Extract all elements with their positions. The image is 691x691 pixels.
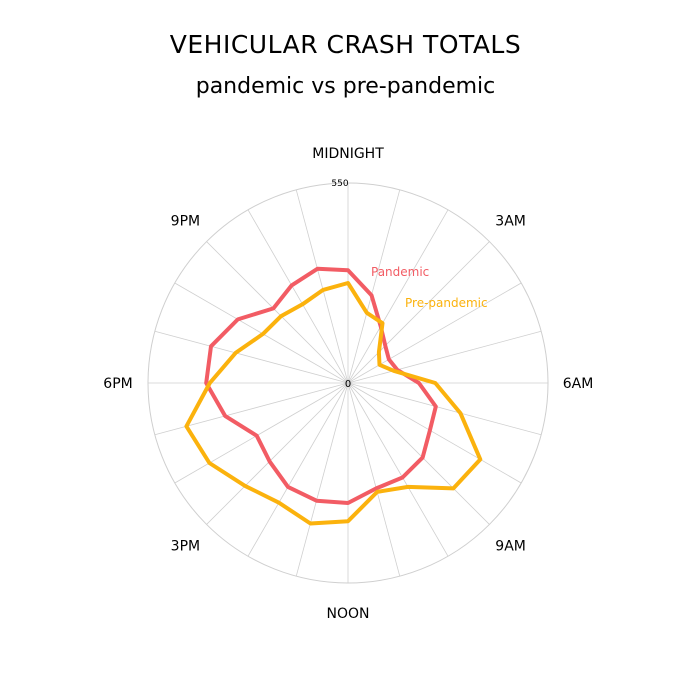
radial-tick-label: 550 [331,179,348,189]
axis-label-6am: 6AM [563,376,594,392]
grid-spoke [174,382,349,484]
grid-spoke [206,382,349,525]
grid-spoke [295,189,349,384]
radial-tick-label: 0 [345,379,351,390]
chart-subtitle: pandemic vs pre-pandemic [195,74,496,99]
grid-spoke [347,241,490,384]
series-line-pandemic [204,266,438,505]
grid-spoke [247,382,349,557]
axis-label-9pm: 9PM [171,213,200,229]
axis-label-3am: 3AM [495,213,526,229]
series-layer [184,266,483,526]
series-line-pre-pandemic [184,281,483,526]
grid-spoke [347,382,449,557]
axis-label-noon: NOON [327,606,370,622]
grid-spoke [347,282,522,384]
grid-spoke [347,189,401,384]
grid-spoke [347,209,449,384]
labels: MIDNIGHT 3AM 6AM 9AM NOON 3PM 6PM 9PM 0 550 Pandem… [103,146,593,622]
grid-spoke [206,241,349,384]
grid-spoke [247,209,349,384]
grid [147,182,549,584]
axis-label-6pm: 6PM [103,376,132,392]
chart-title: VEHICULAR CRASH TOTALS [169,30,522,59]
axis-label-3pm: 3PM [171,539,200,555]
grid-spoke [347,382,542,436]
grid-spoke [347,382,522,484]
legend-label-pre-pandemic: Pre-pandemic [405,296,488,310]
grid-spoke [347,330,542,384]
grid-spoke [347,382,490,525]
grid-spoke [347,382,401,577]
axis-label-midnight: MIDNIGHT [312,146,384,162]
legend-label-pandemic: Pandemic [371,265,429,279]
grid-spoke [154,382,349,436]
grid-spoke [154,330,349,384]
axis-label-9am: 9AM [495,539,526,555]
grid-spoke [295,382,349,577]
